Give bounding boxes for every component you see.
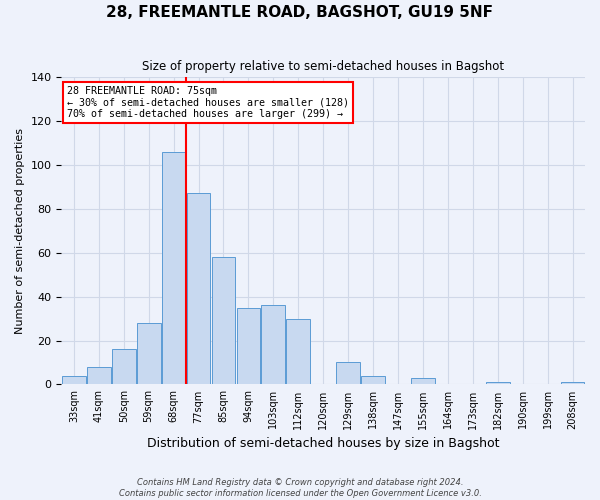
Bar — [286, 318, 310, 384]
Text: 28, FREEMANTLE ROAD, BAGSHOT, GU19 5NF: 28, FREEMANTLE ROAD, BAGSHOT, GU19 5NF — [107, 5, 493, 20]
X-axis label: Distribution of semi-detached houses by size in Bagshot: Distribution of semi-detached houses by … — [147, 437, 499, 450]
Text: Contains HM Land Registry data © Crown copyright and database right 2024.
Contai: Contains HM Land Registry data © Crown c… — [119, 478, 481, 498]
Bar — [162, 152, 185, 384]
Bar — [62, 376, 86, 384]
Title: Size of property relative to semi-detached houses in Bagshot: Size of property relative to semi-detach… — [142, 60, 504, 73]
Bar — [486, 382, 509, 384]
Y-axis label: Number of semi-detached properties: Number of semi-detached properties — [15, 128, 25, 334]
Bar — [87, 367, 110, 384]
Bar — [112, 350, 136, 384]
Bar — [236, 308, 260, 384]
Bar — [262, 306, 285, 384]
Bar — [137, 323, 161, 384]
Bar — [212, 257, 235, 384]
Bar — [187, 194, 211, 384]
Bar — [361, 376, 385, 384]
Text: 28 FREEMANTLE ROAD: 75sqm
← 30% of semi-detached houses are smaller (128)
70% of: 28 FREEMANTLE ROAD: 75sqm ← 30% of semi-… — [67, 86, 349, 120]
Bar — [411, 378, 435, 384]
Bar — [560, 382, 584, 384]
Bar — [336, 362, 360, 384]
